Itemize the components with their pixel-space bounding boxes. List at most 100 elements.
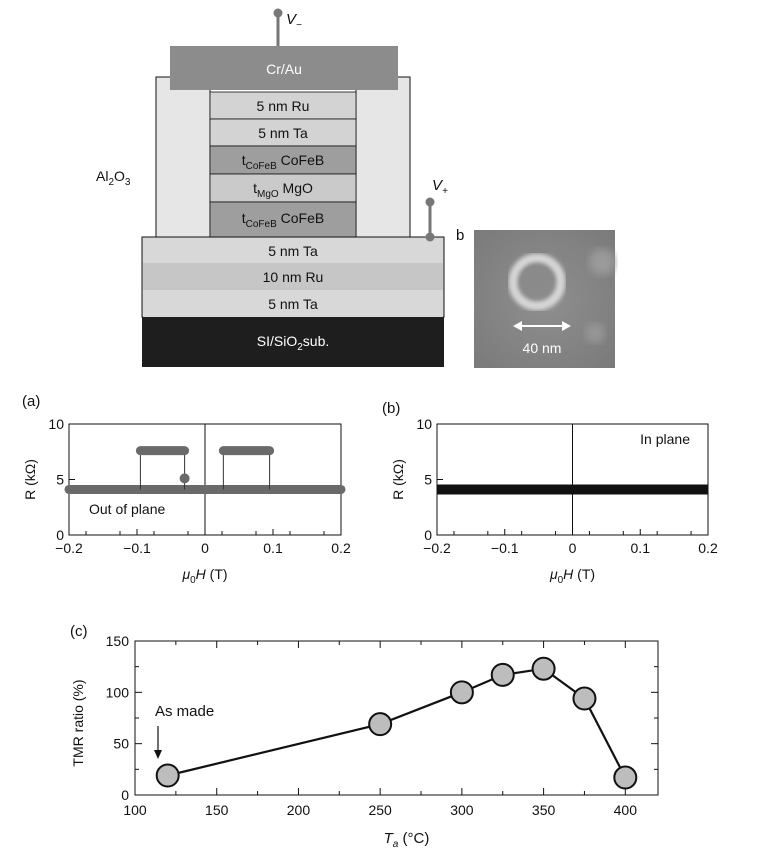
chart-c-xtick-label: 400: [614, 802, 638, 818]
layer-ta-bottom-1: [143, 238, 443, 263]
layer-ta-bottom-2: [143, 290, 443, 317]
chart-c-data-point: [572, 686, 597, 711]
v-minus-sub: −: [296, 20, 302, 31]
substrate-post: sub.: [303, 333, 329, 349]
chart-c-series-line: [167, 667, 627, 779]
layer-cofeb-top-pre: t: [242, 152, 246, 168]
chart-a-xlabel-unit: (T): [206, 566, 228, 582]
chart-a-xlabel: μ0H (T): [181, 566, 227, 586]
insulator-label: Al2O3: [96, 168, 131, 188]
chart-c-ytick-label: 50: [113, 736, 129, 752]
substrate-sub: 2: [297, 342, 303, 353]
chart-c-xlabel-unit: (°C): [398, 830, 429, 847]
chart-a-xtick-label: 0.2: [331, 540, 351, 556]
substrate-pre: SI/SiO: [257, 333, 298, 349]
layer-ru-top: [209, 91, 357, 120]
chart-b-xtick-label: 0.1: [631, 540, 651, 556]
chart-c-data-point: [449, 680, 474, 705]
v-minus-label: V: [286, 11, 298, 28]
chart-c-data-point: [490, 662, 515, 687]
micrograph-frame: [474, 230, 615, 368]
chart-b-ytick-label: 0: [424, 527, 432, 543]
top-electrode: [170, 46, 398, 90]
layer-cofeb-bottom-post: CoFeB: [277, 210, 324, 226]
layer-ru-bottom: [143, 263, 443, 290]
insulator-right: [355, 76, 411, 238]
chart-a-xtick-label: −0.2: [55, 540, 83, 556]
v-plus-label: V: [432, 177, 444, 194]
v-minus-terminal: [273, 8, 283, 18]
layer-ta-top: [209, 118, 357, 147]
layer-mgo-label: tMgO MgO: [253, 180, 313, 200]
panel-c-label: (c): [70, 623, 88, 640]
chart-c-ytick-label: 0: [121, 787, 129, 803]
chart-a-data-point: [179, 473, 190, 484]
chart-b-ytick-label: 10: [416, 416, 432, 432]
layer-cofeb-bottom: [209, 201, 357, 238]
layer-cofeb-top-label: tCoFeB CoFeB: [242, 152, 324, 172]
layer-ta-bottom-1-label: 5 nm Ta: [268, 243, 318, 259]
background-particle-1: [589, 249, 615, 275]
chart-b-xtick-label: 0: [569, 540, 577, 556]
chart-c-ylabel: TMR ratio (%): [70, 679, 86, 766]
chart-b-xtick-label: −0.2: [423, 540, 451, 556]
scale-arrow-left: [513, 321, 522, 331]
layer-cofeb-top-sub: CoFeB: [246, 161, 277, 172]
insulator-label-pre: Al: [96, 168, 108, 184]
layer-ta-bottom-2-label: 5 nm Ta: [268, 296, 318, 312]
chart-c-xlabel-sub: a: [393, 839, 399, 850]
chart-c-ytick-label: 100: [106, 684, 130, 700]
layer-mgo-pre: t: [253, 180, 257, 196]
chart-b-annotation: In plane: [640, 431, 690, 447]
chart-b-xtick-label: 0.2: [698, 540, 718, 556]
layer-ru-top-label: 5 nm Ru: [257, 98, 310, 114]
insulator-left: [155, 76, 211, 238]
insulator-label-sub1: 2: [108, 177, 114, 188]
electrode-label: Cr/Au: [266, 61, 302, 77]
chart-a-annotation: Out of plane: [89, 501, 165, 517]
chart-b-xlabel-sub: 0: [558, 575, 564, 586]
background-particle-2: [585, 323, 605, 343]
layer-cofeb-top: [209, 145, 357, 175]
v-plus-terminal-top: [425, 197, 435, 207]
chart-c-data-point: [368, 712, 393, 737]
panel-a-label: (a): [22, 393, 40, 410]
chart-a-ytick-label: 0: [56, 527, 64, 543]
chart-c-xtick-label: 150: [205, 802, 229, 818]
chart-a-xlabel-h: H: [196, 566, 207, 582]
chart-a-xlabel-mu: μ: [181, 566, 190, 582]
chart-b-xlabel-h: H: [563, 566, 574, 582]
layer-cofeb-bottom-label: tCoFeB CoFeB: [242, 210, 324, 230]
chart-c-annotation: As made: [155, 703, 214, 720]
chart-a-ylabel: R (kΩ): [22, 459, 38, 500]
insulator-label-mid: O: [114, 168, 125, 184]
svg-text:V−: V−: [286, 11, 302, 31]
chart-a-ytick-label: 5: [56, 472, 64, 488]
layer-ta-top-label: 5 nm Ta: [258, 125, 308, 141]
layer-mgo-sub: MgO: [257, 189, 279, 200]
panel-b-label: (b): [382, 400, 400, 417]
nanopillar-core: [521, 266, 553, 298]
chart-c-data-point: [613, 765, 638, 790]
sem-micrograph: 40 nm: [474, 230, 615, 368]
chart-b-ylabel: R (kΩ): [390, 459, 406, 500]
v-plus-terminal-bottom: [425, 232, 435, 242]
chart-a-xtick-label: −0.1: [123, 540, 151, 556]
chart-c-data-point: [155, 763, 180, 788]
chart-b-xtick-label: −0.1: [491, 540, 519, 556]
chart-c-xlabel-t: T: [384, 830, 395, 847]
layer-cofeb-bottom-pre: t: [242, 210, 246, 226]
layer-mgo-post: MgO: [279, 180, 313, 196]
substrate-label: SI/SiO2sub.: [257, 333, 330, 353]
chart-c-data-point: [531, 656, 556, 681]
substrate: [142, 317, 444, 367]
chart-a-ytick-label: 10: [48, 416, 64, 432]
chart-b-xlabel-unit: (T): [573, 566, 595, 582]
device-stack-diagram: V− Cr/Au 5 nm Ru 5 nm Ta tCoFeB CoFeB tM…: [96, 8, 464, 367]
chart-a-xlabel-sub: 0: [190, 575, 196, 586]
chart-a-xtick-label: 0: [201, 540, 209, 556]
chart-c-xtick-label: 200: [287, 802, 311, 818]
